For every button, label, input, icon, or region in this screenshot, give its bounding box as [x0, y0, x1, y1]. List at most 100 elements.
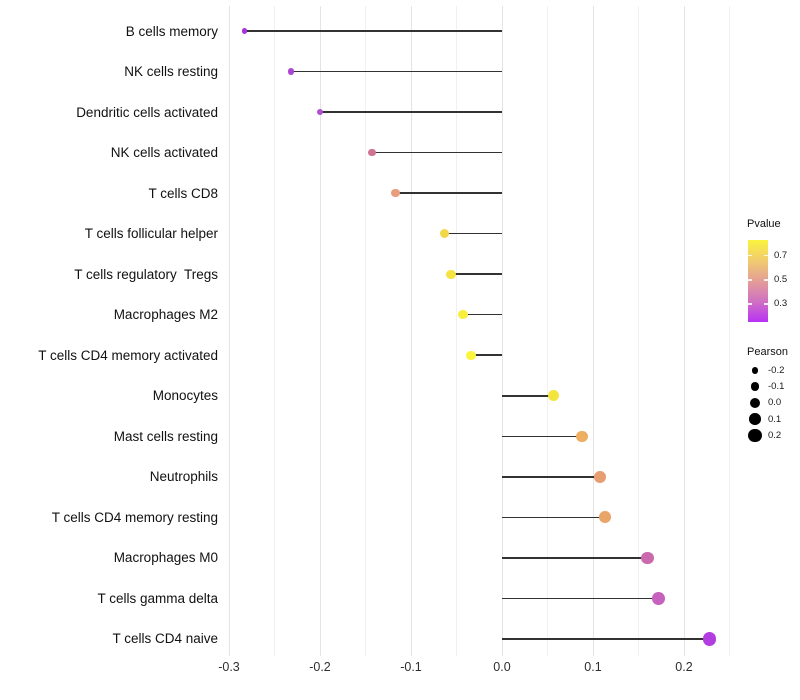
size-legend-dot-wrap	[747, 397, 763, 408]
x-tick-label: 0.0	[493, 660, 511, 674]
size-legend-item: 0.1	[747, 411, 800, 427]
lollipop-segment	[395, 192, 502, 194]
size-legend-label: 0.0	[768, 397, 782, 409]
lollipop-segment	[502, 638, 710, 640]
pearson-legend-title: Pearson	[747, 346, 788, 358]
lollipop-segment	[462, 313, 502, 316]
lollipop-segment	[320, 111, 502, 113]
data-point	[576, 430, 588, 442]
lollipop-segment	[502, 557, 648, 559]
category-label: Macrophages M2	[113, 307, 218, 323]
category-label: NK cells resting	[124, 64, 218, 80]
x-tick-label: -0.3	[218, 660, 240, 674]
category-label: Neutrophils	[149, 469, 218, 485]
size-legend-dot-wrap	[747, 413, 763, 425]
category-label: B cells memory	[125, 23, 218, 39]
data-point	[466, 350, 476, 360]
category-label: Dendritic cells activated	[76, 104, 218, 120]
colorbar-tick-mark	[748, 303, 752, 305]
data-point	[391, 189, 400, 198]
lollipop-segment	[471, 354, 502, 356]
size-legend-item: -0.2	[747, 362, 800, 378]
size-legend-dot	[749, 413, 761, 425]
category-label: T cells follicular helper	[84, 226, 218, 242]
lollipop-segment	[451, 273, 502, 275]
major-gridline	[228, 6, 230, 656]
x-tick-label: 0.1	[584, 660, 602, 674]
x-tick-label: -0.2	[309, 660, 331, 674]
data-point	[368, 148, 376, 157]
category-label: T cells regulatory Tregs	[74, 266, 218, 282]
major-gridline	[683, 6, 685, 656]
colorbar-tick-label: 0.5	[774, 274, 788, 286]
size-legend-label: -0.1	[768, 380, 785, 392]
lollipop-segment	[444, 232, 502, 235]
data-point	[440, 229, 450, 239]
data-point	[458, 310, 468, 320]
size-legend-dot	[748, 428, 762, 442]
colorbar-tick-mark	[748, 279, 752, 281]
data-point	[241, 28, 248, 34]
category-label: T cells CD8	[148, 185, 218, 201]
size-legend-item: 0.0	[747, 395, 800, 411]
category-label: T cells CD4 memory resting	[51, 509, 218, 525]
data-point	[548, 390, 560, 402]
category-label: NK cells activated	[110, 145, 218, 161]
data-point	[641, 551, 654, 565]
lollipop-segment	[502, 476, 601, 478]
minor-gridline	[365, 6, 366, 656]
colorbar-tick-label: 0.7	[774, 250, 788, 262]
minor-gridline	[638, 6, 639, 656]
lollipop-segment	[502, 435, 583, 438]
lollipop-segment	[371, 151, 502, 154]
colorbar-tick-mark	[764, 303, 768, 305]
data-point	[446, 269, 456, 279]
pvalue-colorbar	[748, 240, 768, 322]
colorbar-tick-mark	[764, 279, 768, 281]
pvalue-legend-title: Pvalue	[747, 218, 781, 230]
category-label: Mast cells resting	[113, 428, 218, 444]
minor-gridline	[456, 6, 457, 656]
size-legend-label: 0.1	[768, 413, 782, 425]
size-legend-dot	[750, 382, 760, 391]
category-label: Monocytes	[152, 388, 218, 404]
major-gridline	[592, 6, 594, 656]
category-label: Macrophages M0	[113, 550, 218, 566]
minor-gridline	[274, 6, 275, 656]
minor-gridline	[547, 6, 548, 656]
data-point	[287, 68, 295, 75]
category-label: T cells gamma delta	[97, 590, 218, 606]
data-point	[652, 592, 665, 605]
lollipop-segment	[502, 597, 659, 600]
data-point	[598, 511, 611, 524]
major-gridline	[410, 6, 412, 656]
data-point	[316, 108, 324, 116]
size-legend-dot-wrap	[747, 382, 763, 391]
size-legend-dot	[751, 366, 759, 374]
category-label: T cells CD4 naive	[112, 631, 218, 647]
size-legend-dot-wrap	[747, 366, 763, 374]
category-label: T cells CD4 memory activated	[38, 347, 218, 363]
data-point	[594, 470, 607, 483]
x-tick-label: -0.1	[400, 660, 422, 674]
colorbar-tick-mark	[764, 254, 768, 257]
size-legend-item: -0.1	[747, 378, 800, 394]
lollipop-segment	[290, 70, 502, 73]
size-legend-label: 0.2	[768, 429, 782, 441]
colorbar-tick-mark	[748, 254, 752, 257]
major-gridline	[319, 6, 321, 656]
lollipop-segment	[502, 395, 554, 397]
major-gridline	[501, 6, 503, 656]
minor-gridline	[729, 6, 730, 656]
data-point	[702, 632, 717, 646]
colorbar-tick-label: 0.3	[774, 298, 788, 310]
size-legend-item: 0.2	[747, 427, 800, 443]
size-legend-dot-wrap	[747, 428, 763, 442]
size-legend-label: -0.2	[768, 364, 785, 376]
x-tick-label: 0.2	[675, 660, 693, 674]
size-legend-dot	[750, 397, 760, 408]
lollipop-segment	[502, 516, 605, 519]
pearson-size-legend: -0.2 -0.1 0.0 0.1 0.2	[747, 362, 800, 443]
lollipop-segment	[244, 30, 502, 32]
